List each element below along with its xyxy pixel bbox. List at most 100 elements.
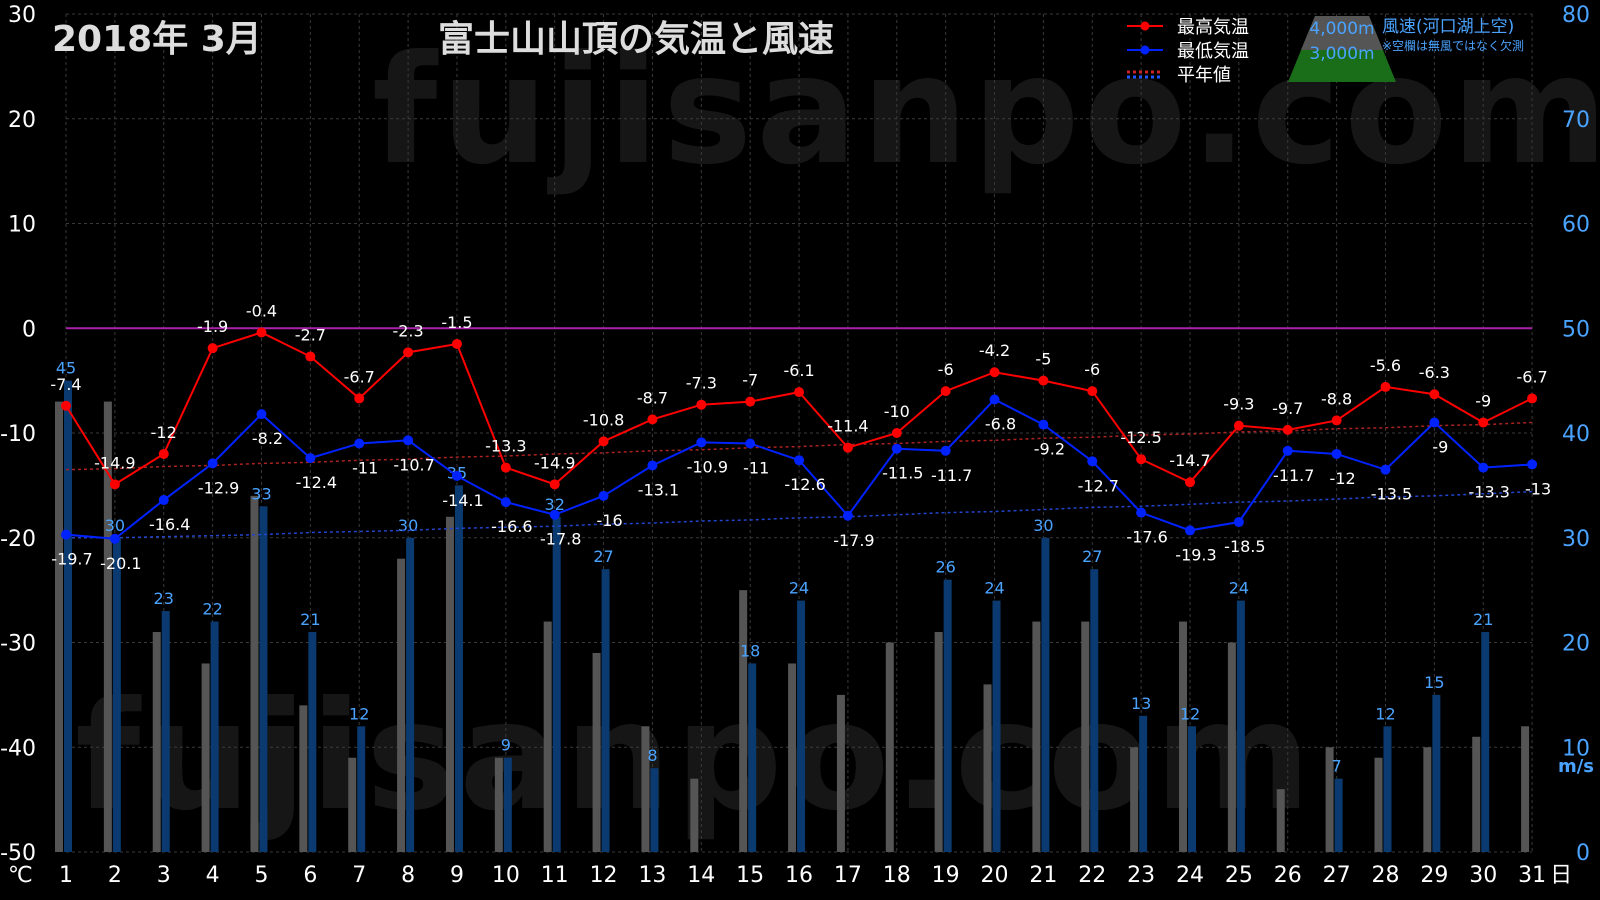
legend-wind-note: ※空欄は無風ではなく欠測 bbox=[1382, 39, 1525, 53]
y-left-tick-label: -30 bbox=[0, 632, 36, 657]
max-temp-label: -6 bbox=[938, 360, 954, 379]
x-tick-label: 21 bbox=[1029, 863, 1057, 888]
max-temp-label: -12.5 bbox=[1120, 428, 1161, 447]
y-left-tick-label: 0 bbox=[22, 317, 36, 342]
wind-4000-bar bbox=[1432, 694, 1441, 852]
wind-3000-bar bbox=[934, 632, 943, 852]
x-unit-label: 日 bbox=[1550, 863, 1572, 888]
max-temp-point bbox=[1527, 393, 1538, 404]
min-temp-point bbox=[1038, 419, 1049, 430]
min-temp-label: -13.5 bbox=[1371, 485, 1412, 504]
wind-4000-bar bbox=[992, 600, 1001, 852]
max-temp-point bbox=[451, 338, 462, 349]
max-temp-point bbox=[1136, 454, 1147, 465]
wind-4000-label: 30 bbox=[105, 516, 125, 535]
x-tick-label: 20 bbox=[981, 863, 1009, 888]
min-temp-label: -10.9 bbox=[687, 457, 728, 476]
x-tick-label: 18 bbox=[883, 863, 911, 888]
max-temp-label: -10.8 bbox=[583, 410, 624, 429]
min-temp-label: -12.9 bbox=[198, 478, 239, 497]
min-temp-point bbox=[1233, 517, 1244, 528]
wind-4000-label: 30 bbox=[398, 516, 418, 535]
min-temp-point bbox=[451, 470, 462, 481]
wind-3000-bar bbox=[152, 632, 161, 852]
wind-3000-bar bbox=[250, 495, 259, 852]
wind-4000-label: 15 bbox=[1424, 673, 1444, 692]
min-temp-label: -6.8 bbox=[985, 414, 1016, 433]
wind-4000-bar bbox=[259, 506, 268, 852]
max-temp-point bbox=[1429, 389, 1440, 400]
wind-4000-label: 24 bbox=[984, 579, 1004, 598]
min-temp-label: -11 bbox=[743, 458, 769, 477]
min-temp-point bbox=[891, 443, 902, 454]
wind-4000-bar bbox=[1188, 726, 1197, 852]
wind-4000-bar bbox=[210, 621, 219, 852]
max-temp-point bbox=[256, 327, 267, 338]
x-tick-label: 10 bbox=[492, 863, 520, 888]
max-temp-label: -5.6 bbox=[1370, 356, 1401, 375]
max-temp-label: -2.3 bbox=[392, 321, 423, 340]
max-temp-point bbox=[500, 462, 511, 473]
wind-4000-label: 26 bbox=[935, 558, 955, 577]
min-temp-label: -12.4 bbox=[296, 473, 337, 492]
legend-min-swatch bbox=[1127, 45, 1163, 55]
x-tick-label: 15 bbox=[736, 863, 764, 888]
min-temp-point bbox=[1087, 456, 1098, 467]
wind-4000-bar bbox=[748, 663, 757, 852]
x-tick-label: 14 bbox=[687, 863, 715, 888]
min-temp-label: -17.6 bbox=[1126, 528, 1167, 547]
watermark: fujisanpo.com bbox=[372, 24, 1600, 198]
y-right-tick-label: 40 bbox=[1562, 422, 1590, 447]
wind-4000-bar bbox=[1236, 600, 1245, 852]
min-temp-label: -11 bbox=[352, 458, 378, 477]
max-temp-point bbox=[158, 448, 169, 459]
x-tick-label: 26 bbox=[1274, 863, 1302, 888]
max-temp-point bbox=[1282, 424, 1293, 435]
y-right-tick-label: 80 bbox=[1562, 3, 1590, 28]
wind-4000-label: 24 bbox=[1229, 579, 1249, 598]
max-temp-label: -7.4 bbox=[50, 375, 81, 394]
y-right-tick-label: 50 bbox=[1562, 317, 1590, 342]
legend-max-swatch bbox=[1127, 21, 1163, 31]
wind-4000-label: 9 bbox=[501, 736, 511, 755]
wind-3000-bar bbox=[836, 694, 845, 852]
min-temp-point bbox=[696, 437, 707, 448]
max-temp-label: -9.7 bbox=[1272, 399, 1303, 418]
wind-3000-bar bbox=[201, 663, 210, 852]
wind-4000-label: 22 bbox=[202, 600, 222, 619]
max-temp-label: -7 bbox=[742, 371, 758, 390]
wind-3000-bar bbox=[1521, 726, 1530, 852]
wind-4000-label: 8 bbox=[647, 746, 657, 765]
wind-3000-bar bbox=[494, 757, 503, 852]
y-right-tick-label: 0 bbox=[1576, 841, 1590, 866]
min-temp-label: -9.2 bbox=[1034, 440, 1065, 459]
min-temp-label: -8.2 bbox=[252, 429, 283, 448]
max-temp-point bbox=[598, 436, 609, 447]
wind-3000-bar bbox=[788, 663, 797, 852]
wind-4000-bar bbox=[797, 600, 806, 852]
wind-3000-bar bbox=[397, 558, 406, 852]
min-temp-point bbox=[647, 460, 658, 471]
min-temp-point bbox=[549, 509, 560, 520]
min-temp-label: -19.7 bbox=[51, 550, 92, 569]
wind-4000-label: 12 bbox=[1375, 704, 1395, 723]
max-temp-point bbox=[549, 479, 560, 490]
legend-normal-swatch bbox=[1127, 70, 1163, 79]
min-temp-point bbox=[1331, 448, 1342, 459]
wind-4000-bar bbox=[357, 726, 366, 852]
wind-4000-bar bbox=[112, 537, 121, 852]
min-temp-label: -18.5 bbox=[1224, 537, 1265, 556]
wind-4000-bar bbox=[1481, 632, 1490, 852]
wind-4000-label: 27 bbox=[1082, 547, 1102, 566]
min-temp-point bbox=[109, 533, 120, 544]
wind-4000-label: 21 bbox=[300, 610, 320, 629]
legend-min-label: 最低気温 bbox=[1177, 41, 1249, 62]
wind-4000-label: 30 bbox=[1033, 516, 1053, 535]
max-temp-label: -11.4 bbox=[827, 417, 868, 436]
max-temp-label: -8.7 bbox=[637, 388, 668, 407]
legend-wind-title: 風速(河口湖上空) bbox=[1382, 17, 1515, 37]
legend: 最高気温 最低気温 平年値 bbox=[1125, 14, 1249, 86]
y-right-unit-label: m/s bbox=[1558, 756, 1594, 777]
min-temp-point bbox=[305, 453, 316, 464]
wind-4000-label: 21 bbox=[1473, 610, 1493, 629]
